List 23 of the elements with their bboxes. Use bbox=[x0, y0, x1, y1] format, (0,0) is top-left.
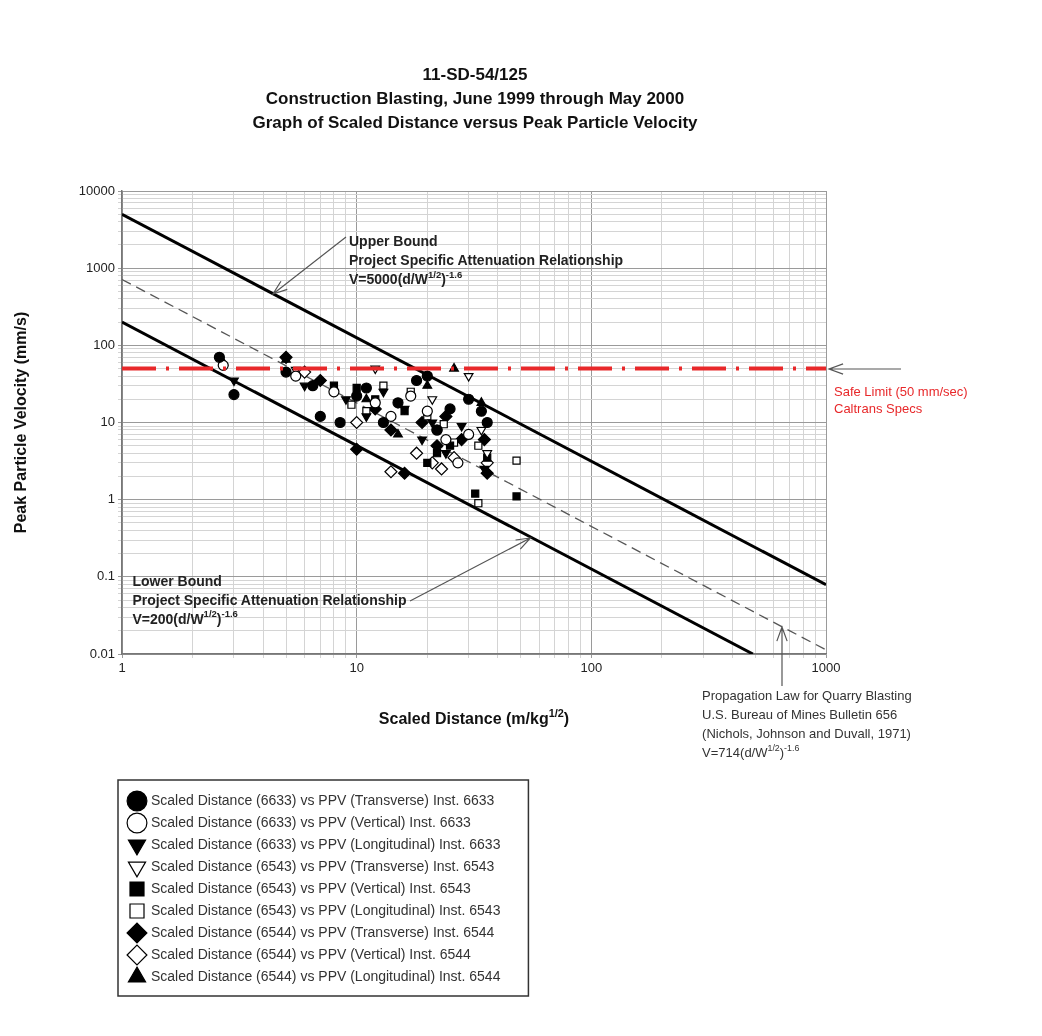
legend-label: Scaled Distance (6543) vs PPV (Longitudinal) Inst. 6543 bbox=[151, 901, 501, 918]
ref-line-label: Safe Limit (50 mm/sec) Caltrans Specs bbox=[834, 384, 968, 417]
legend-label: Scaled Distance (6633) vs PPV (Longitudinal) Inst. 6633 bbox=[151, 835, 501, 852]
legend-label: Scaled Distance (6633) vs PPV (Vertical) Inst. 6633 bbox=[151, 813, 472, 830]
y-tick-label: 0.1 bbox=[96, 568, 115, 584]
legend-label: Scaled Distance (6544) vs PPV (Vertical) Inst. 6544 bbox=[151, 945, 472, 962]
legend-label: Scaled Distance (6544) vs PPV (Transverse) Inst. 6544 bbox=[151, 923, 495, 940]
x-tick-label: 1 bbox=[118, 660, 126, 676]
x-tick-label: 100 bbox=[580, 660, 603, 676]
y-tick-label: 10000 bbox=[78, 182, 115, 198]
legend-label: Scaled Distance (6544) vs PPV (Longitudinal) Inst. 6544 bbox=[151, 967, 501, 984]
legend-label: Scaled Distance (6633) vs PPV (Transverse) Inst. 6633 bbox=[151, 791, 495, 808]
x-tick-label: 10 bbox=[349, 660, 364, 676]
y-tick-label: 100 bbox=[93, 336, 115, 352]
y-tick-label: 10 bbox=[100, 414, 115, 430]
y-axis-title: Peak Particle Velocity (mm/s) bbox=[12, 311, 30, 534]
y-tick-label: 1 bbox=[107, 491, 115, 507]
y-tick-label: 0.01 bbox=[89, 645, 115, 661]
y-tick-label: 1000 bbox=[86, 259, 115, 275]
legend-label: Scaled Distance (6543) vs PPV (Vertical) Inst. 6543 bbox=[151, 879, 472, 896]
x-tick-label: 1000 bbox=[811, 660, 841, 676]
legend-label: Scaled Distance (6543) vs PPV (Transverse) Inst. 6543 bbox=[151, 857, 495, 874]
chart-title: 11-SD-54/125 Construction Blasting, June 1999 through May 2000 Graph of Scaled Distance versus Peak Particle Velocity bbox=[252, 64, 699, 132]
